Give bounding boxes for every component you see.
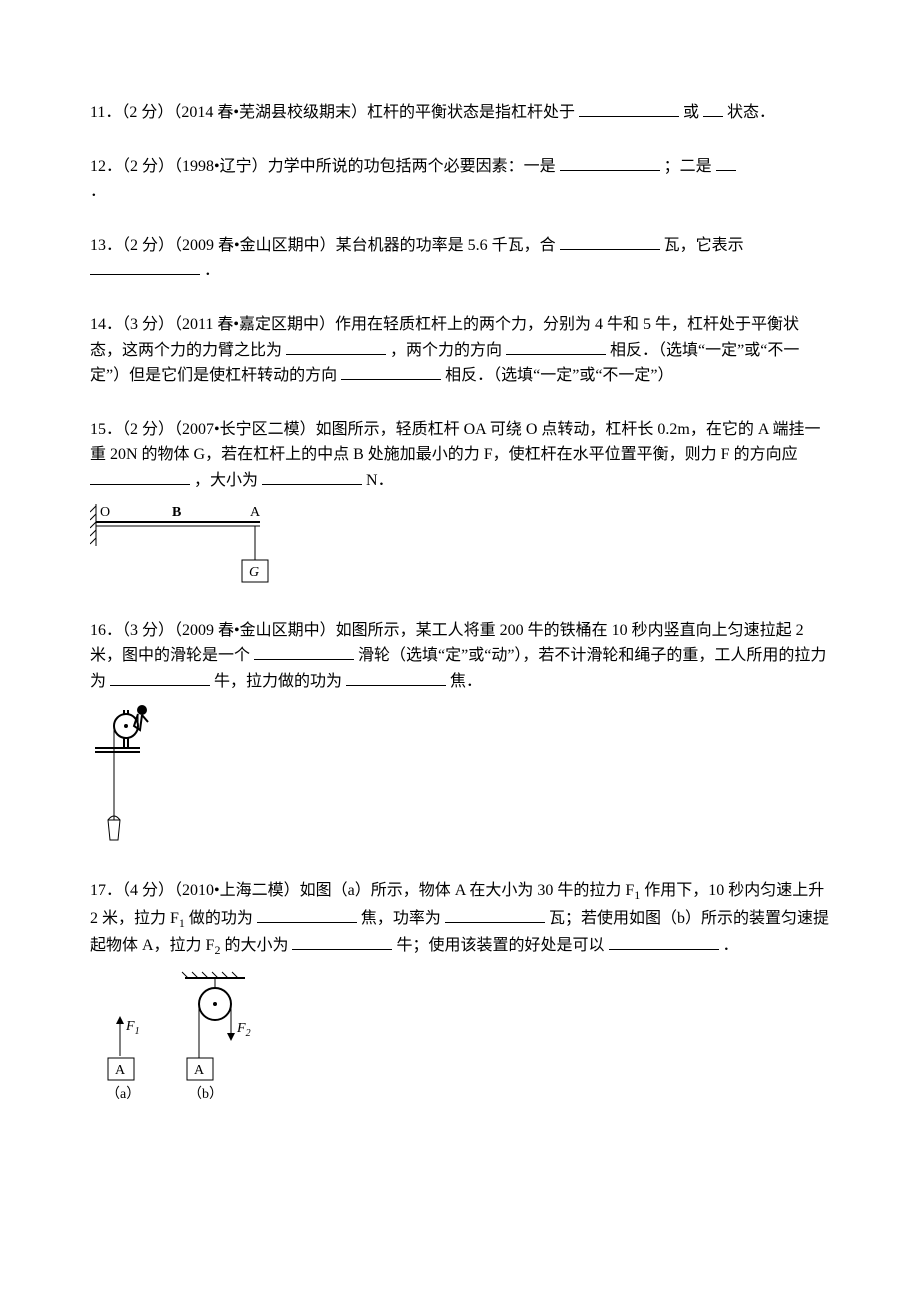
q17-figure: F1 A （a） A F2 （b） (90, 966, 830, 1116)
q12-text: 12．（2 分）（1998•辽宁）力学中所说的功包括两个必要因素：一是 (90, 158, 556, 175)
q17-t7: ． (723, 937, 739, 954)
q15-t3: N． (366, 472, 394, 489)
q14-t2: ，两个力的方向 (390, 342, 502, 359)
lever-diagram-icon: O B A G (90, 500, 290, 590)
label-A: A (250, 505, 261, 520)
q17-t5: 的大小为 (224, 937, 288, 954)
q17-blank3[interactable] (292, 933, 392, 950)
q12-mid: ；二是 (664, 158, 712, 175)
label-caption-a: （a） (106, 1086, 140, 1102)
q12-blank1[interactable] (560, 154, 660, 171)
q17-blank1[interactable] (257, 906, 357, 923)
question-15: 15．（2 分）（2007•长宁区二模）如图所示，轻质杠杆 OA 可绕 O 点转… (90, 417, 830, 590)
q17-blank4[interactable] (609, 933, 719, 950)
q14-blank3[interactable] (341, 363, 441, 380)
q15-t2: ，大小为 (194, 472, 258, 489)
q16-t4: 焦． (450, 673, 482, 690)
q17-sub1: 1 (634, 889, 640, 903)
label-O: O (100, 505, 110, 520)
question-16: 16．（3 分）（2009 春•金山区期中）如图所示，某工人将重 200 牛的铁… (90, 618, 830, 851)
label-Ab: A (194, 1063, 205, 1078)
label-caption-b: （b） (188, 1086, 223, 1102)
q12-tail: ． (90, 183, 106, 200)
q16-figure (90, 700, 830, 850)
q16-blank3[interactable] (346, 669, 446, 686)
question-13: 13．（2 分）（2009 春•金山区期中）某台机器的功率是 5.6 千瓦，合 … (90, 233, 830, 284)
q14-blank2[interactable] (506, 338, 606, 355)
q16-blank2[interactable] (110, 669, 210, 686)
label-F2: F2 (236, 1021, 251, 1039)
pulley-diagram-icon (90, 700, 180, 850)
q15-t1: 15．（2 分）（2007•长宁区二模）如图所示，轻质杠杆 OA 可绕 O 点转… (90, 421, 821, 464)
q17-sub2: 2 (214, 943, 220, 957)
q14-blank1[interactable] (286, 338, 386, 355)
q17-t3: 焦，功率为 (361, 910, 441, 927)
q11-blank2[interactable] (703, 100, 723, 117)
q13-blank2[interactable] (90, 258, 200, 275)
q17-t1: 17．（4 分）（2010•上海二模）如图（a）所示，物体 A 在大小为 30 … (90, 882, 634, 899)
label-B: B (172, 505, 181, 520)
question-17: 17．（4 分）（2010•上海二模）如图（a）所示，物体 A 在大小为 30 … (90, 878, 830, 1116)
q13-tail: ． (204, 262, 220, 279)
q16-t3: 牛，拉力做的功为 (214, 673, 342, 690)
question-14: 14．（3 分）（2011 春•嘉定区期中）作用在轻质杠杆上的两个力，分别为 4… (90, 312, 830, 389)
q16-blank1[interactable] (254, 643, 354, 660)
q13-mid: 瓦，它表示 (664, 237, 744, 254)
q13-blank1[interactable] (560, 233, 660, 250)
q11-blank1[interactable] (579, 100, 679, 117)
q13-text: 13．（2 分）（2009 春•金山区期中）某台机器的功率是 5.6 千瓦，合 (90, 237, 556, 254)
q11-tail1: 或 (683, 104, 699, 121)
q11-tail2: 状态． (727, 104, 775, 121)
q17-t6: 牛；使用该装置的好处是可以 (396, 937, 604, 954)
label-G: G (249, 565, 259, 580)
label-Aa: A (115, 1063, 126, 1078)
label-F1: F1 (125, 1019, 140, 1037)
q15-blank2[interactable] (262, 468, 362, 485)
q15-blank1[interactable] (90, 468, 190, 485)
question-11: 11．（2 分）（2014 春•芜湖县校级期末）杠杆的平衡状态是指杠杆处于 或 … (90, 100, 830, 126)
q12-blank2[interactable] (716, 154, 736, 171)
q17-t2: 做的功为 (189, 910, 253, 927)
question-12: 12．（2 分）（1998•辽宁）力学中所说的功包括两个必要因素：一是 ；二是 … (90, 154, 830, 205)
q14-t4: 相反．（选填“一定”或“不一定”） (445, 367, 673, 384)
q17-sub1b: 1 (179, 916, 185, 930)
q15-figure: O B A G (90, 500, 830, 590)
two-setup-diagram-icon: F1 A （a） A F2 （b） (90, 966, 290, 1116)
q11-text: 11．（2 分）（2014 春•芜湖县校级期末）杠杆的平衡状态是指杠杆处于 (90, 104, 575, 121)
q17-blank2[interactable] (445, 906, 545, 923)
